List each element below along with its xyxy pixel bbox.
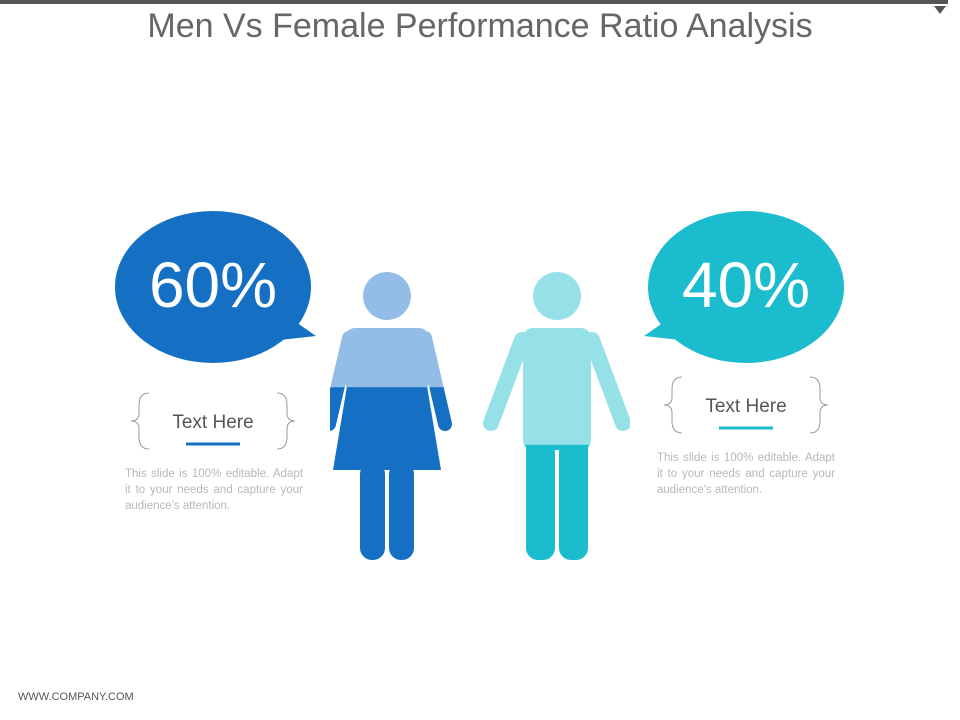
- footer: WWW.COMPANY.COM: [18, 691, 134, 703]
- figure-fill: [330, 387, 480, 560]
- caption: Text Here: [705, 396, 786, 417]
- value-label: 60%: [149, 249, 277, 321]
- value-label: 40%: [682, 249, 810, 321]
- figure: [330, 272, 480, 560]
- caption: Text Here: [172, 412, 253, 433]
- brace-right: [809, 376, 829, 434]
- brace-left: [130, 392, 150, 450]
- brace-left: [663, 376, 683, 434]
- speech-bubble: [115, 211, 311, 363]
- bubble-tail: [280, 318, 316, 340]
- description: This slide is 100% editable. Adapt it to…: [125, 468, 303, 512]
- figure: [480, 272, 630, 560]
- speech-bubble: [648, 211, 844, 363]
- description: This slide is 100% editable. Adapt it to…: [657, 452, 835, 496]
- chart-title: Men Vs Female Performance Ratio Analysis: [147, 7, 812, 45]
- brace-right: [276, 392, 296, 450]
- bubble-tail: [644, 318, 680, 340]
- figure-fill: [480, 444, 630, 560]
- top-marker: [934, 6, 946, 14]
